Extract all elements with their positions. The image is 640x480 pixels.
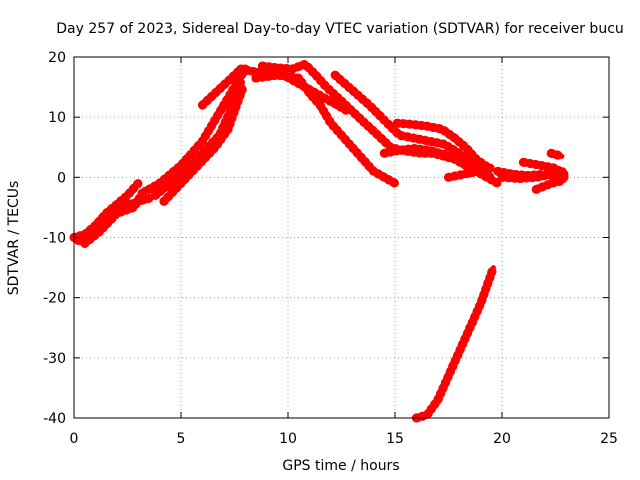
y-tick-label: -20 <box>43 291 66 307</box>
data-series <box>69 59 569 423</box>
series-markers-track-f <box>159 82 248 206</box>
x-tick-label: 25 <box>600 431 618 447</box>
x-axis-label: GPS time / hours <box>282 458 399 474</box>
x-tick-label: 10 <box>279 431 297 447</box>
series-markers-track-n <box>444 166 496 182</box>
y-tick-label: -40 <box>43 411 66 427</box>
y-tick-label: -30 <box>43 351 66 367</box>
grid-lines <box>74 57 609 418</box>
series-markers-track-m <box>379 144 496 173</box>
y-tick-label: 0 <box>57 170 66 186</box>
y-tick-label: -10 <box>43 231 66 247</box>
series-markers-track-l <box>392 118 494 173</box>
series-markers-track-i <box>251 70 400 188</box>
series-markers-track-g <box>197 64 246 110</box>
x-tick-label: 20 <box>493 431 511 447</box>
y-tick-label: 20 <box>48 50 66 66</box>
chart-title: Day 257 of 2023, Sidereal Day-to-day VTE… <box>56 21 624 37</box>
series-markers-track-r <box>531 175 569 194</box>
series-markers-track-d <box>144 64 250 194</box>
series-markers-track-t <box>411 263 498 423</box>
axis-ticks: 0 5 10 15 20 25 -40 -30 -20 -10 0 10 20 <box>43 50 618 447</box>
x-tick-label: 5 <box>177 431 186 447</box>
series-markers-track-s <box>546 148 567 161</box>
x-tick-label: 15 <box>386 431 404 447</box>
x-tick-label: 0 <box>70 431 79 447</box>
y-axis-label: SDTVAR / TECUs <box>6 181 22 296</box>
series-markers-track-c <box>80 184 150 248</box>
series-markers-track-k <box>330 70 496 182</box>
y-tick-label: 10 <box>48 110 66 126</box>
series-markers-track-q <box>518 157 569 179</box>
